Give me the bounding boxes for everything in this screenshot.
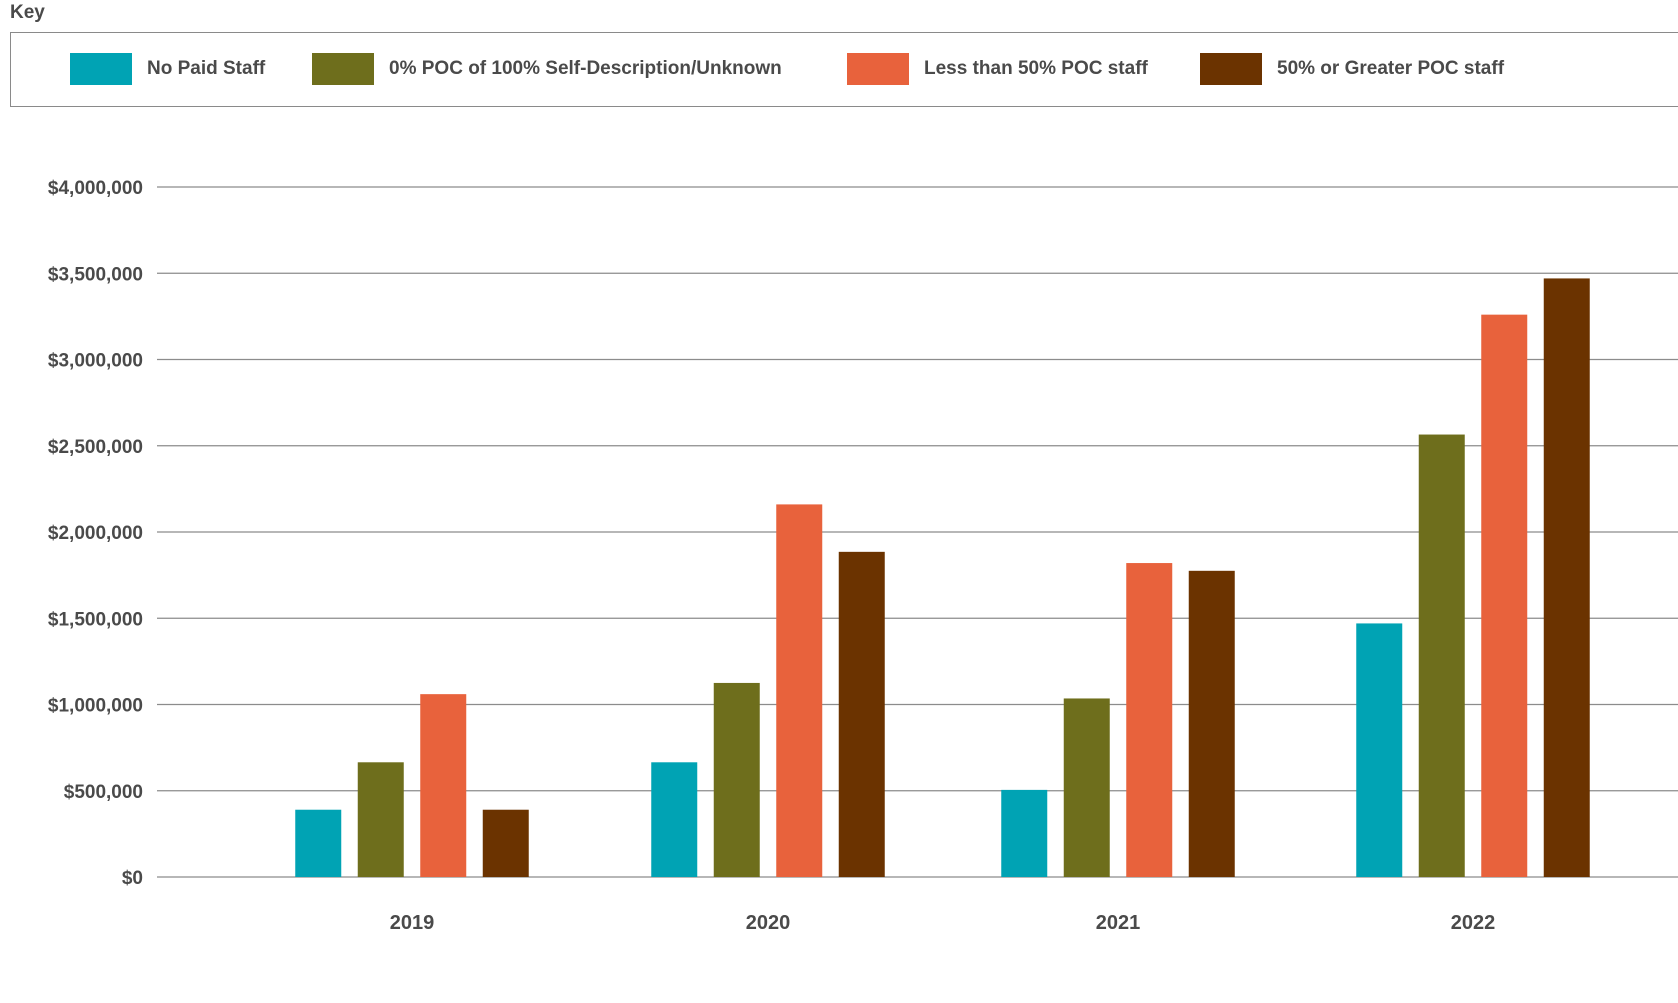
x-tick-label: 2022 [1451,912,1496,934]
bar [1481,314,1528,877]
legend: No Paid Staff 0% POC of 100% Self-Descri… [10,32,1678,107]
x-tick-label: 2019 [390,912,435,934]
y-tick-label: $3,000,000 [48,351,143,372]
legend-label: 50% or Greater POC staff [1277,58,1505,79]
bar [1188,570,1235,877]
y-tick-label: $2,000,000 [48,523,143,544]
legend-item-50-or-greater: 50% or Greater POC staff [1200,53,1504,85]
bar [776,504,823,877]
y-tick-label: $500,000 [64,782,143,803]
legend-swatch [847,53,909,85]
bar [1126,563,1173,877]
legend-title: Key [10,2,45,23]
y-tick-label: $4,000,000 [48,178,143,199]
bar [357,762,404,877]
y-tick-label: $1,000,000 [48,696,143,717]
legend-item-less-than-50: Less than 50% POC staff [847,53,1148,85]
bar [295,809,342,877]
bar [838,551,885,877]
y-tick-label: $3,500,000 [48,264,143,285]
legend-label: No Paid Staff [147,58,266,79]
x-tick-label: 2020 [746,912,791,934]
legend-label: 0% POC of 100% Self-Description/Unknown [389,58,782,79]
bar [1543,278,1590,877]
bar [651,762,698,877]
legend-item-no-paid-staff: No Paid Staff [70,53,265,85]
y-tick-label: $1,500,000 [48,609,143,630]
bar [713,682,760,877]
legend-swatch [312,53,374,85]
bar [482,809,529,877]
bar [1418,434,1465,877]
legend-label: Less than 50% POC staff [924,58,1148,79]
bar [1356,623,1403,877]
y-tick-label: $0 [122,868,143,889]
legend-item-zero-poc: 0% POC of 100% Self-Description/Unknown [312,53,782,85]
x-tick-label: 2021 [1096,912,1141,934]
y-tick-label: $2,500,000 [48,437,143,458]
legend-swatch [70,53,132,85]
legend-swatch [1200,53,1262,85]
bar [420,694,467,877]
bar [1063,698,1110,877]
bar [1001,789,1048,877]
